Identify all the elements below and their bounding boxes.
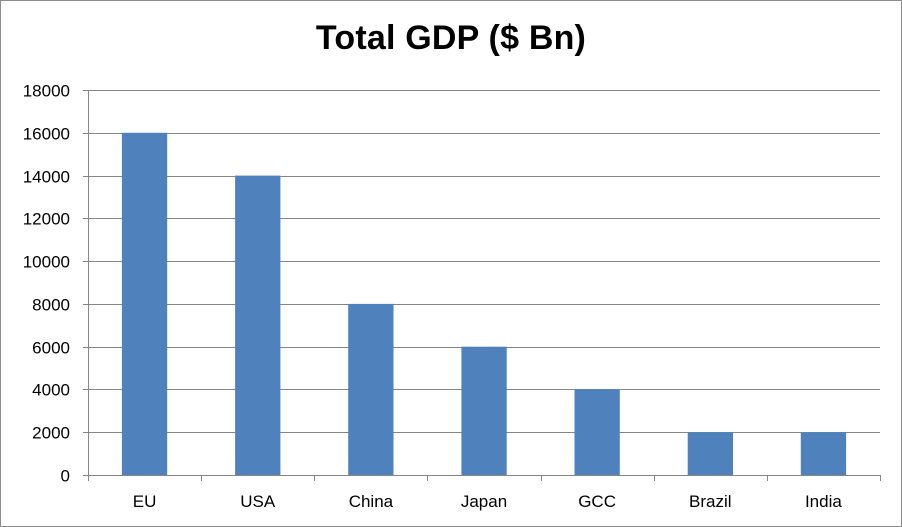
x-tick-label: India: [805, 492, 842, 511]
y-tick-label: 10000: [23, 253, 70, 272]
y-tick-label: 8000: [32, 296, 70, 315]
y-tick-label: 16000: [23, 125, 70, 144]
bar-china: [348, 303, 394, 475]
x-tick-label: USA: [240, 492, 276, 511]
y-tick-label: 18000: [23, 82, 70, 101]
axes: [83, 90, 881, 481]
bar-usa: [235, 175, 281, 475]
x-tick-label: Brazil: [689, 492, 732, 511]
x-tick-label: GCC: [578, 492, 616, 511]
y-tick-labels: 0 2000 4000 6000 8000 10000 12000 14000 16000 180…: [23, 82, 70, 486]
x-tick-labels: EU USA China Japan GCC Brazil India: [133, 492, 843, 511]
bar-eu: [121, 132, 168, 476]
y-tick-label: 0: [61, 467, 70, 486]
bar-brazil: [687, 432, 733, 475]
y-tick-label: 6000: [32, 339, 70, 358]
x-tick-label: China: [349, 492, 394, 511]
bar-japan: [461, 346, 507, 475]
bar-gcc: [574, 389, 620, 475]
y-tick-label: 2000: [32, 424, 70, 443]
y-tick-label: 12000: [23, 210, 70, 229]
x-tick-label: EU: [133, 492, 157, 511]
chart-title: Total GDP ($ Bn): [315, 19, 587, 57]
y-tick-label: 4000: [32, 381, 70, 400]
x-tick-label: Japan: [461, 492, 507, 511]
bar-india: [800, 432, 847, 475]
bars: [121, 132, 847, 476]
y-tick-label: 14000: [23, 168, 70, 187]
